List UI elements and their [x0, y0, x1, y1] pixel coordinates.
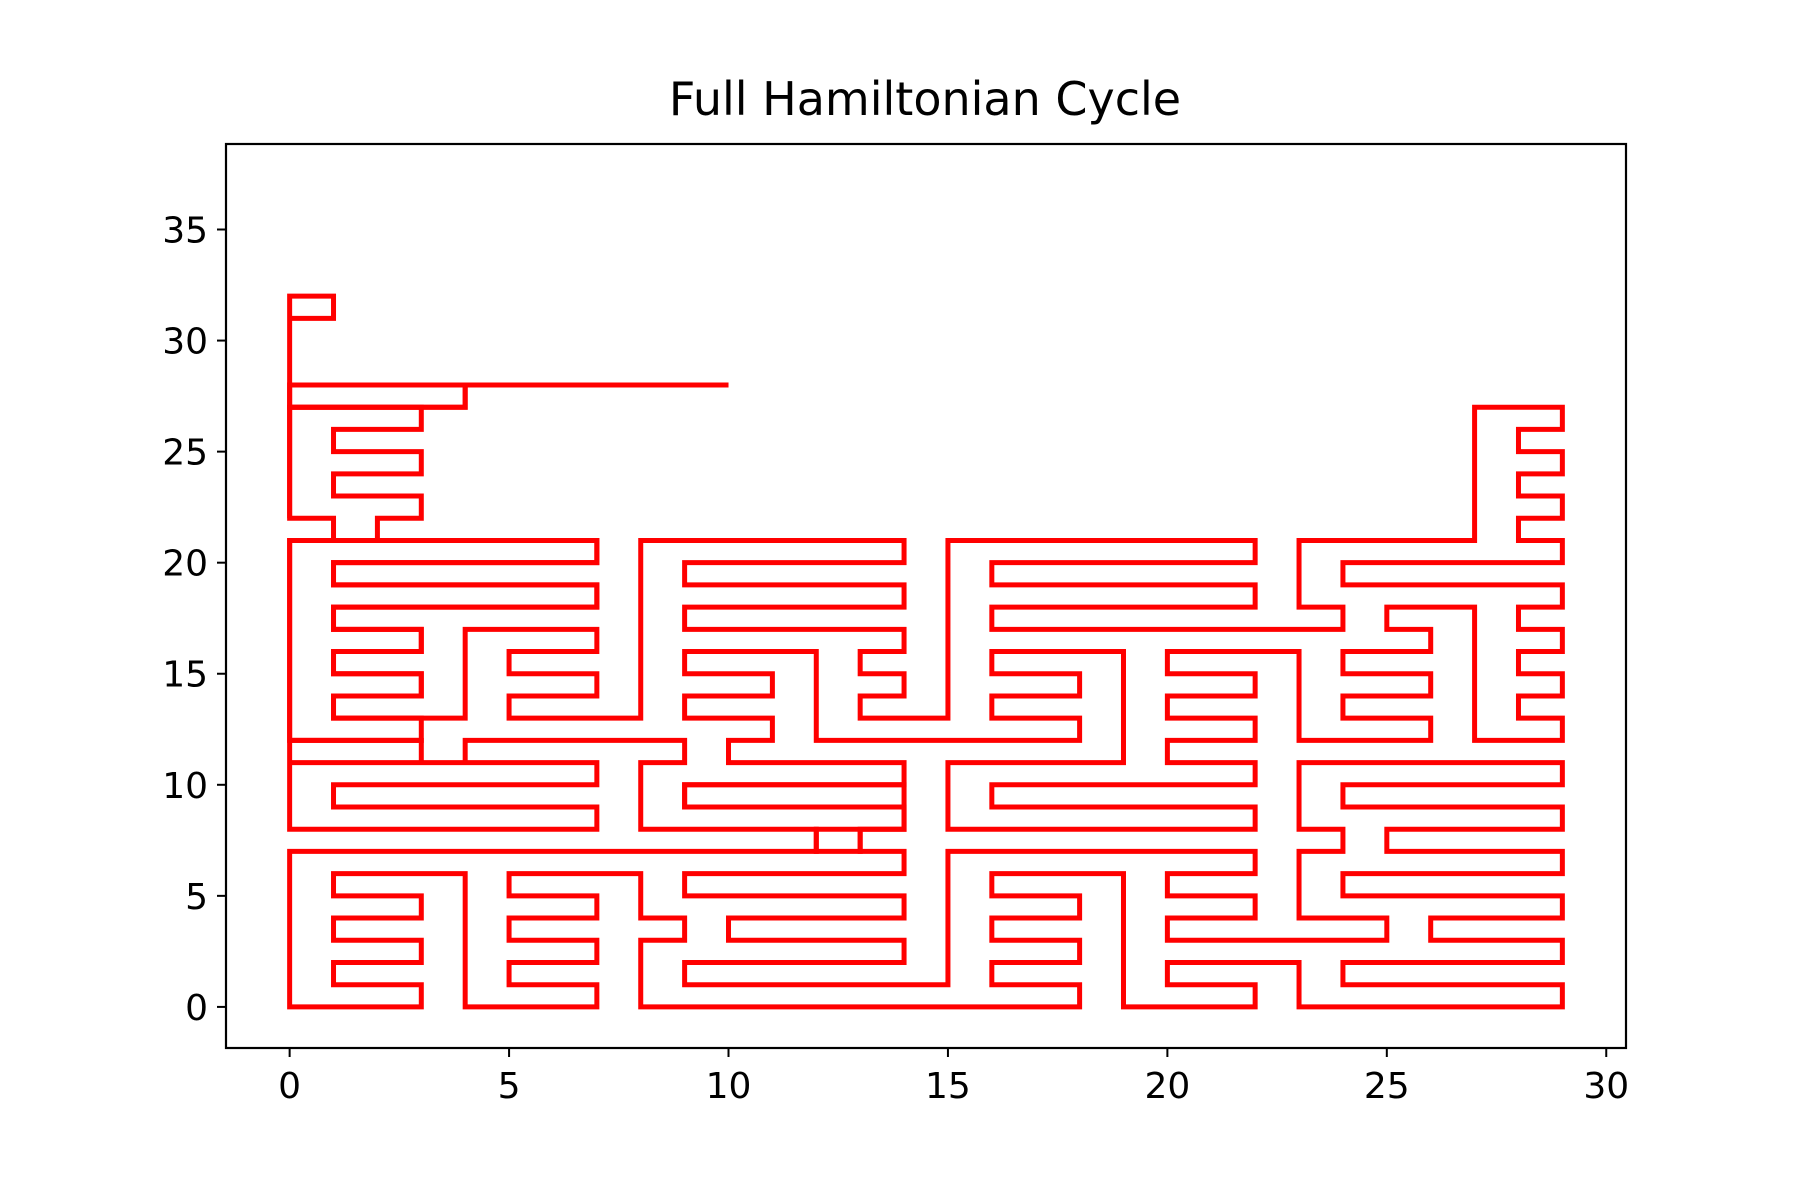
series-line-4: [287, 293, 729, 519]
series-line-2: [287, 404, 600, 743]
x-tick-label: 0: [278, 1066, 301, 1107]
y-tick-label: 30: [162, 322, 208, 363]
y-tick-label: 35: [162, 211, 208, 252]
x-tick-label: 30: [1583, 1066, 1629, 1107]
y-tick-label: 15: [162, 655, 208, 696]
x-tick-label: 25: [1364, 1066, 1410, 1107]
series-line-0: [287, 760, 1565, 1010]
axis-ticks: 0 5 10 15 20 25 30 0 5 10 15 20 25 30 35: [162, 211, 1629, 1107]
x-tick-label: 20: [1144, 1066, 1190, 1107]
chart-title: Full Hamiltonian Cycle: [669, 72, 1181, 126]
plot-area: [287, 293, 1565, 1010]
y-tick-label: 20: [162, 544, 208, 585]
y-tick-label: 0: [185, 988, 208, 1029]
axes-frame: [224, 142, 1628, 1050]
series-line-1: [287, 404, 1565, 854]
x-tick-label: 10: [706, 1066, 752, 1107]
x-tick-label: 5: [498, 1066, 521, 1107]
y-tick-label: 25: [162, 433, 208, 474]
y-tick-label: 10: [162, 766, 208, 807]
x-tick-label: 15: [925, 1066, 971, 1107]
y-tick-label: 5: [185, 877, 208, 918]
